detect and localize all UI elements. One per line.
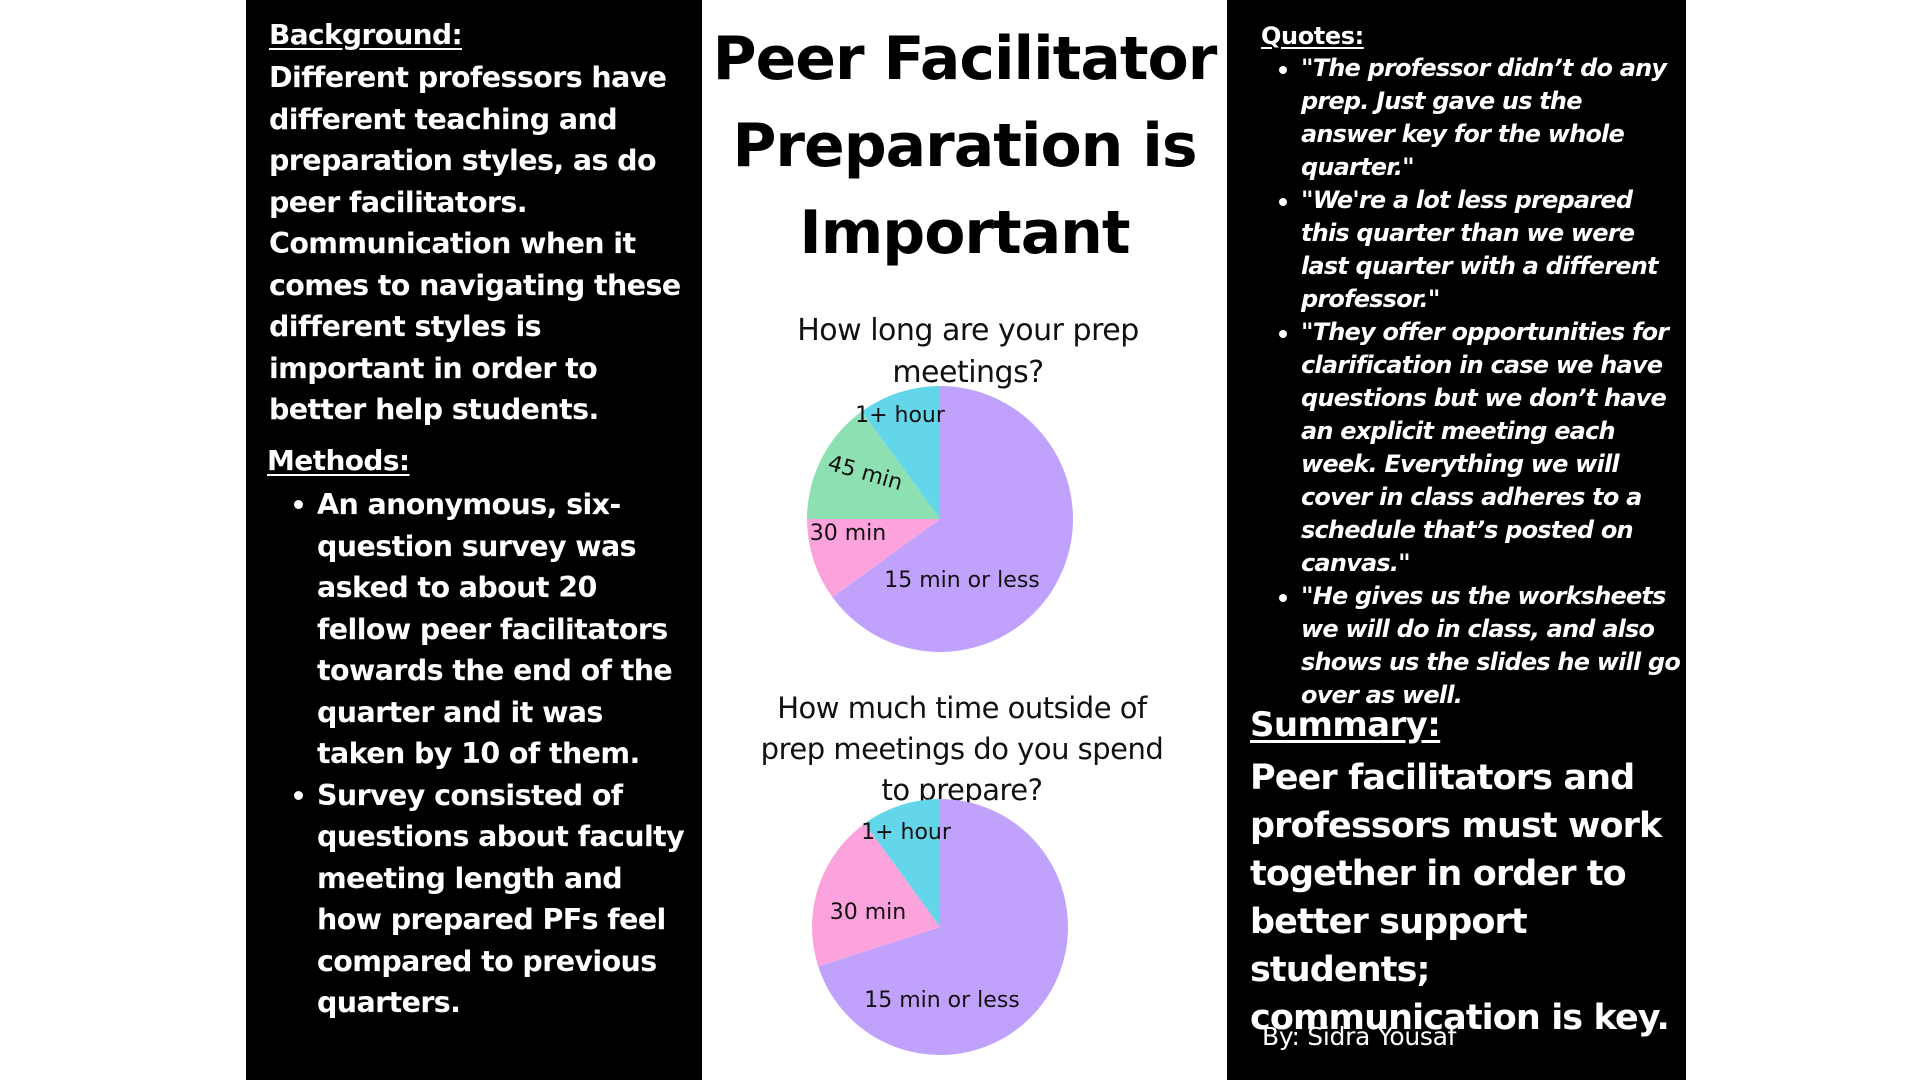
quote-item: "The professor didn’t do any prep. Just …	[1261, 52, 1681, 184]
poster-title: Peer Facilitator Preparation is Importan…	[712, 24, 1218, 268]
background-methods-panel: Background: Different professors have di…	[246, 0, 702, 1080]
quotes-heading: Quotes:	[1261, 22, 1364, 50]
pie-slice-30-min	[812, 823, 940, 967]
quote-item: "He gives us the worksheets we will do i…	[1261, 580, 1681, 712]
summary-heading: Summary:	[1250, 705, 1441, 745]
pie-slice-15-min-or-less	[832, 386, 1073, 652]
quotes-list: "The professor didn’t do any prep. Just …	[1261, 52, 1681, 712]
author-byline: By: Sidra Yousaf	[1262, 1022, 1457, 1051]
pie-label: 30 min	[810, 521, 886, 546]
methods-item: Survey consisted of questions about facu…	[269, 775, 694, 1024]
quote-item: "They offer opportunities for clarificat…	[1261, 316, 1681, 580]
pie-label: 15 min or less	[864, 988, 1020, 1013]
methods-heading: Methods:	[267, 444, 410, 477]
pie-slice-1-hour	[864, 799, 940, 927]
pie-slice-45-min	[807, 411, 940, 519]
background-heading: Background:	[269, 18, 463, 51]
outside-prep-time-pie-chart: 15 min or less 30 min 1+ hour	[812, 799, 1068, 1055]
pie-label: 15 min or less	[884, 568, 1040, 593]
pie-slice-1-hour	[861, 386, 940, 519]
quote-item: "We're a lot less prepared this quarter …	[1261, 184, 1681, 316]
pie-slice-30-min	[807, 519, 940, 598]
methods-list: An anonymous, six-question survey was as…	[269, 484, 694, 1024]
quotes-summary-panel: Quotes: "The professor didn’t do any pre…	[1227, 0, 1686, 1080]
pie-label: 30 min	[830, 900, 906, 925]
summary-text: Peer facilitators and professors must wo…	[1250, 758, 1670, 1038]
background-text: Different professors have different teac…	[269, 61, 681, 426]
chart-1-title: How long are your prep meetings?	[797, 313, 1139, 390]
methods-item: An anonymous, six-question survey was as…	[269, 484, 694, 775]
chart-2-title: How much time outside of prep meetings d…	[760, 691, 1164, 807]
pie-label: 1+ hour	[855, 403, 946, 428]
pie-slice-15-min-or-less	[818, 799, 1068, 1055]
pie-label: 1+ hour	[861, 820, 952, 845]
